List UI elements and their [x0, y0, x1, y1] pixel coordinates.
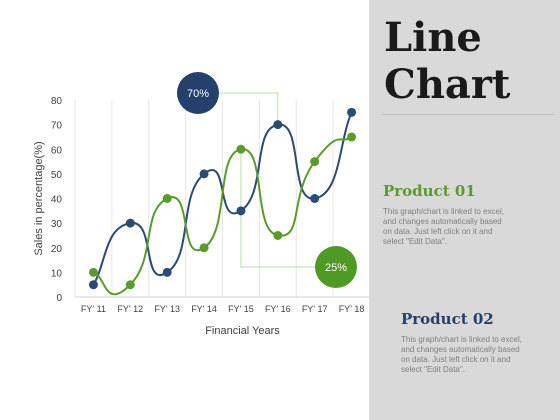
product-01-description: This graph/chart is linked to excel, and… [383, 207, 504, 246]
annotation-70-leader [198, 92, 279, 125]
annotation-bubbles: 70% 25% [177, 72, 357, 288]
annotation-70-label: 70% [187, 88, 209, 100]
annotation-70-bubble [177, 72, 219, 114]
series-2-point [310, 157, 320, 167]
series-1-point [273, 120, 283, 130]
series-1-point [162, 267, 172, 277]
annotation-25-bubble [315, 246, 357, 288]
series-2-point [199, 243, 209, 253]
series-2-point [347, 132, 357, 142]
y-tick-label: 50 [51, 170, 63, 181]
annotation-25-leader [240, 149, 336, 268]
product-01-name: Product 01 [383, 182, 476, 200]
x-tick-label: FY' 18 [339, 304, 365, 314]
y-tick-label: 80 [51, 96, 63, 107]
y-tick-label: 20 [51, 244, 63, 255]
y-axis-label: Sales in percentage(%) [33, 141, 45, 255]
x-tick-label: FY' 12 [117, 304, 143, 314]
series-1-point [347, 107, 357, 117]
x-tick-label: FY' 11 [81, 304, 106, 314]
series-2-point [273, 230, 283, 240]
x-tick-labels: FY' 11 FY' 12 FY' 13 FY' 14 FY' 15 FY' 16 FY' … [81, 304, 365, 314]
series-2-point [236, 144, 246, 154]
series-2-point [162, 194, 172, 203]
annotation-leader-lines [198, 92, 336, 268]
series-1-point [310, 194, 320, 203]
series-1-point [199, 169, 209, 179]
chart-series [88, 107, 357, 296]
page-title: Line Chart [384, 14, 510, 108]
y-tick-labels: 0 10 20 30 40 50 60 70 80 [51, 96, 63, 304]
product-02-description: This graph/chart is linked to excel, and… [401, 335, 522, 374]
y-tick-label: 40 [51, 195, 63, 206]
title-divider [382, 114, 554, 115]
x-tick-label: FY' 14 [191, 304, 217, 314]
y-tick-label: 0 [56, 293, 62, 304]
title-line-1: Line [384, 14, 482, 61]
series-2-point [88, 267, 98, 277]
series-1-point [236, 206, 246, 216]
annotation-25-label: 25% [325, 262, 347, 274]
x-tick-label: FY' 15 [228, 304, 254, 314]
product-02-name: Product 02 [401, 310, 494, 328]
x-tick-label: FY' 13 [154, 304, 180, 314]
title-line-2: Chart [384, 61, 511, 108]
series-1-point [125, 218, 135, 228]
series-2-line [92, 136, 353, 296]
y-tick-label: 70 [51, 121, 63, 132]
y-tick-label: 10 [51, 268, 63, 279]
x-tick-label: FY' 17 [302, 304, 328, 314]
side-panel [369, 0, 560, 420]
x-axis-label: Financial Years [205, 325, 280, 337]
series-2-point [125, 280, 135, 290]
y-tick-label: 60 [51, 145, 63, 156]
y-tick-label: 30 [51, 219, 63, 230]
series-1-point [88, 280, 98, 290]
x-tick-label: FY' 16 [265, 304, 291, 314]
